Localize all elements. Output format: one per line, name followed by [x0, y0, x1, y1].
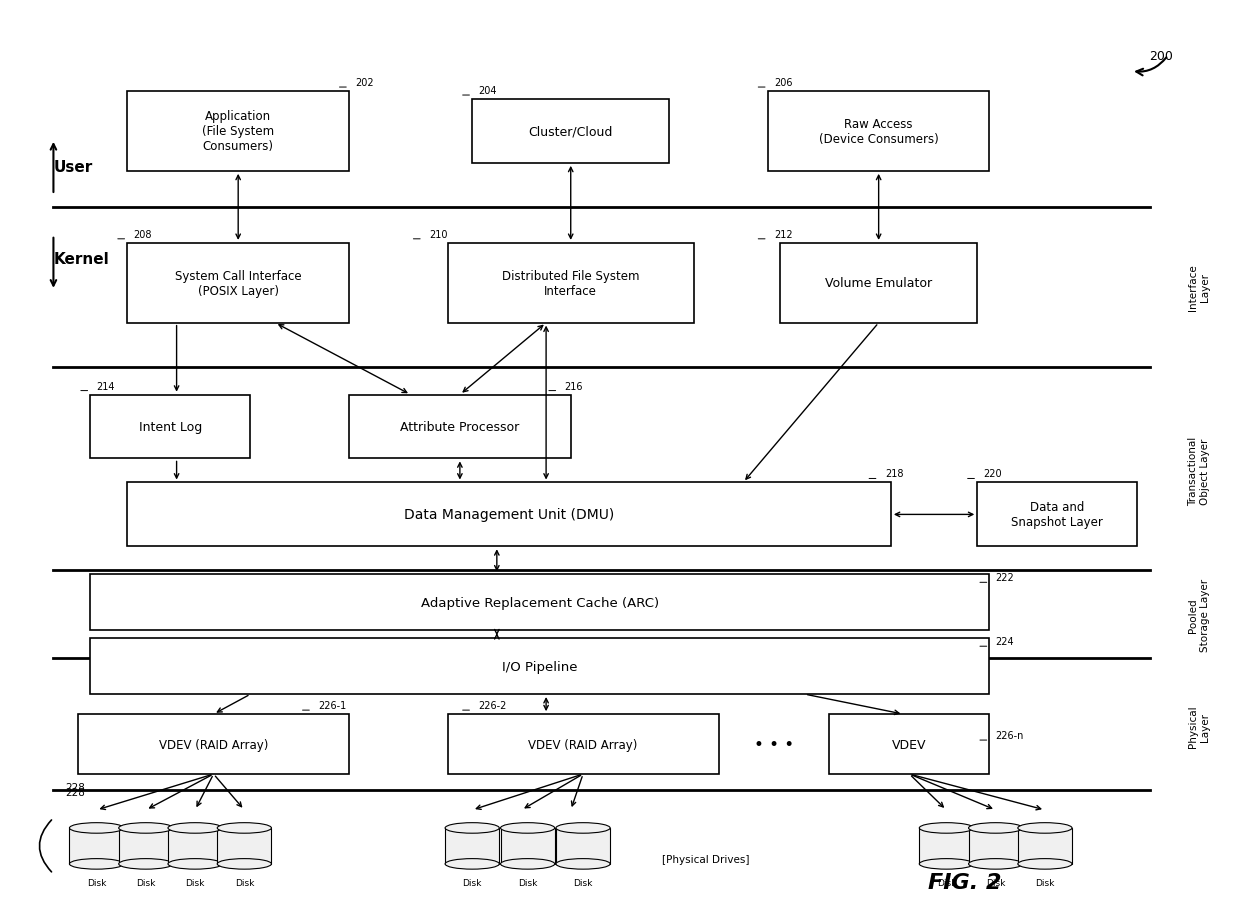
- Text: [Physical Drives]: [Physical Drives]: [662, 854, 750, 864]
- Ellipse shape: [445, 823, 500, 833]
- Text: Data Management Unit (DMU): Data Management Unit (DMU): [404, 508, 614, 522]
- FancyBboxPatch shape: [830, 714, 990, 774]
- Text: 218: 218: [885, 469, 903, 479]
- Text: 214: 214: [97, 382, 115, 391]
- Text: Disk: Disk: [986, 879, 1006, 888]
- Text: Cluster/Cloud: Cluster/Cloud: [528, 125, 613, 138]
- Text: FIG. 2: FIG. 2: [928, 872, 1002, 892]
- Text: VDEV (RAID Array): VDEV (RAID Array): [159, 738, 268, 750]
- Text: VDEV: VDEV: [893, 738, 926, 750]
- Ellipse shape: [501, 823, 554, 833]
- FancyBboxPatch shape: [91, 639, 990, 695]
- FancyBboxPatch shape: [472, 100, 670, 164]
- Text: Disk: Disk: [518, 879, 537, 888]
- Text: System Call Interface
(POSIX Layer): System Call Interface (POSIX Layer): [175, 270, 301, 298]
- Text: 212: 212: [774, 230, 792, 240]
- FancyBboxPatch shape: [501, 828, 554, 864]
- Text: 208: 208: [134, 230, 153, 240]
- Text: 226-1: 226-1: [319, 700, 346, 711]
- Ellipse shape: [556, 859, 610, 870]
- Text: User: User: [53, 161, 93, 175]
- Ellipse shape: [445, 859, 500, 870]
- Text: Attribute Processor: Attribute Processor: [401, 420, 520, 434]
- Text: 204: 204: [479, 86, 497, 96]
- Text: Volume Emulator: Volume Emulator: [825, 277, 932, 290]
- FancyBboxPatch shape: [445, 828, 500, 864]
- Ellipse shape: [217, 823, 272, 833]
- Text: Disk: Disk: [136, 879, 155, 888]
- FancyBboxPatch shape: [1018, 828, 1073, 864]
- Text: Disk: Disk: [186, 879, 205, 888]
- FancyBboxPatch shape: [919, 828, 973, 864]
- FancyBboxPatch shape: [128, 244, 348, 323]
- Text: 226-2: 226-2: [479, 700, 507, 711]
- Text: Application
(File System
Consumers): Application (File System Consumers): [202, 110, 274, 153]
- FancyBboxPatch shape: [556, 828, 610, 864]
- Text: Raw Access
(Device Consumers): Raw Access (Device Consumers): [818, 118, 939, 146]
- Ellipse shape: [69, 823, 124, 833]
- Ellipse shape: [167, 859, 222, 870]
- FancyBboxPatch shape: [69, 828, 124, 864]
- Ellipse shape: [968, 859, 1023, 870]
- Ellipse shape: [556, 823, 610, 833]
- Text: Interface
Layer: Interface Layer: [1188, 264, 1210, 311]
- Text: Kernel: Kernel: [53, 252, 109, 267]
- Text: 210: 210: [429, 230, 448, 240]
- Text: Physical
Layer: Physical Layer: [1188, 705, 1210, 748]
- FancyBboxPatch shape: [91, 395, 250, 459]
- Ellipse shape: [501, 859, 554, 870]
- Text: 224: 224: [996, 637, 1014, 647]
- Text: 216: 216: [564, 382, 583, 391]
- Text: 228: 228: [66, 787, 86, 796]
- Text: I/O Pipeline: I/O Pipeline: [502, 660, 578, 673]
- FancyBboxPatch shape: [348, 395, 570, 459]
- Text: Disk: Disk: [87, 879, 107, 888]
- Ellipse shape: [69, 859, 124, 870]
- Text: Disk: Disk: [936, 879, 956, 888]
- Text: Intent Log: Intent Log: [139, 420, 202, 434]
- Text: Pooled
Storage Layer: Pooled Storage Layer: [1188, 578, 1210, 651]
- Ellipse shape: [119, 823, 172, 833]
- FancyBboxPatch shape: [128, 483, 892, 547]
- FancyBboxPatch shape: [968, 828, 1023, 864]
- FancyBboxPatch shape: [167, 828, 222, 864]
- FancyBboxPatch shape: [128, 92, 348, 171]
- Ellipse shape: [167, 823, 222, 833]
- Text: Data and
Snapshot Layer: Data and Snapshot Layer: [1012, 501, 1104, 529]
- Ellipse shape: [217, 859, 272, 870]
- Ellipse shape: [1018, 859, 1073, 870]
- Text: 200: 200: [1149, 50, 1173, 62]
- Ellipse shape: [119, 859, 172, 870]
- FancyBboxPatch shape: [780, 244, 977, 323]
- FancyBboxPatch shape: [119, 828, 172, 864]
- Ellipse shape: [968, 823, 1023, 833]
- Text: 226-n: 226-n: [996, 731, 1024, 741]
- FancyBboxPatch shape: [448, 244, 694, 323]
- Text: Adaptive Replacement Cache (ARC): Adaptive Replacement Cache (ARC): [420, 596, 658, 609]
- Text: Disk: Disk: [1035, 879, 1054, 888]
- Text: 202: 202: [355, 78, 373, 87]
- FancyBboxPatch shape: [448, 714, 718, 774]
- Ellipse shape: [919, 823, 973, 833]
- FancyBboxPatch shape: [78, 714, 348, 774]
- Text: 206: 206: [774, 78, 792, 87]
- Ellipse shape: [919, 859, 973, 870]
- FancyBboxPatch shape: [977, 483, 1137, 547]
- Text: 220: 220: [983, 469, 1002, 479]
- Text: Transactional
Object Layer: Transactional Object Layer: [1188, 437, 1210, 505]
- FancyBboxPatch shape: [768, 92, 990, 171]
- FancyBboxPatch shape: [217, 828, 272, 864]
- FancyBboxPatch shape: [91, 575, 990, 630]
- Text: • • •: • • •: [754, 736, 794, 754]
- Text: 222: 222: [996, 573, 1014, 583]
- Text: Distributed File System
Interface: Distributed File System Interface: [502, 270, 640, 298]
- Text: VDEV (RAID Array): VDEV (RAID Array): [528, 738, 637, 750]
- Text: Disk: Disk: [234, 879, 254, 888]
- Text: Disk: Disk: [573, 879, 593, 888]
- Ellipse shape: [1018, 823, 1073, 833]
- Text: Disk: Disk: [463, 879, 482, 888]
- Text: 228: 228: [66, 783, 86, 793]
